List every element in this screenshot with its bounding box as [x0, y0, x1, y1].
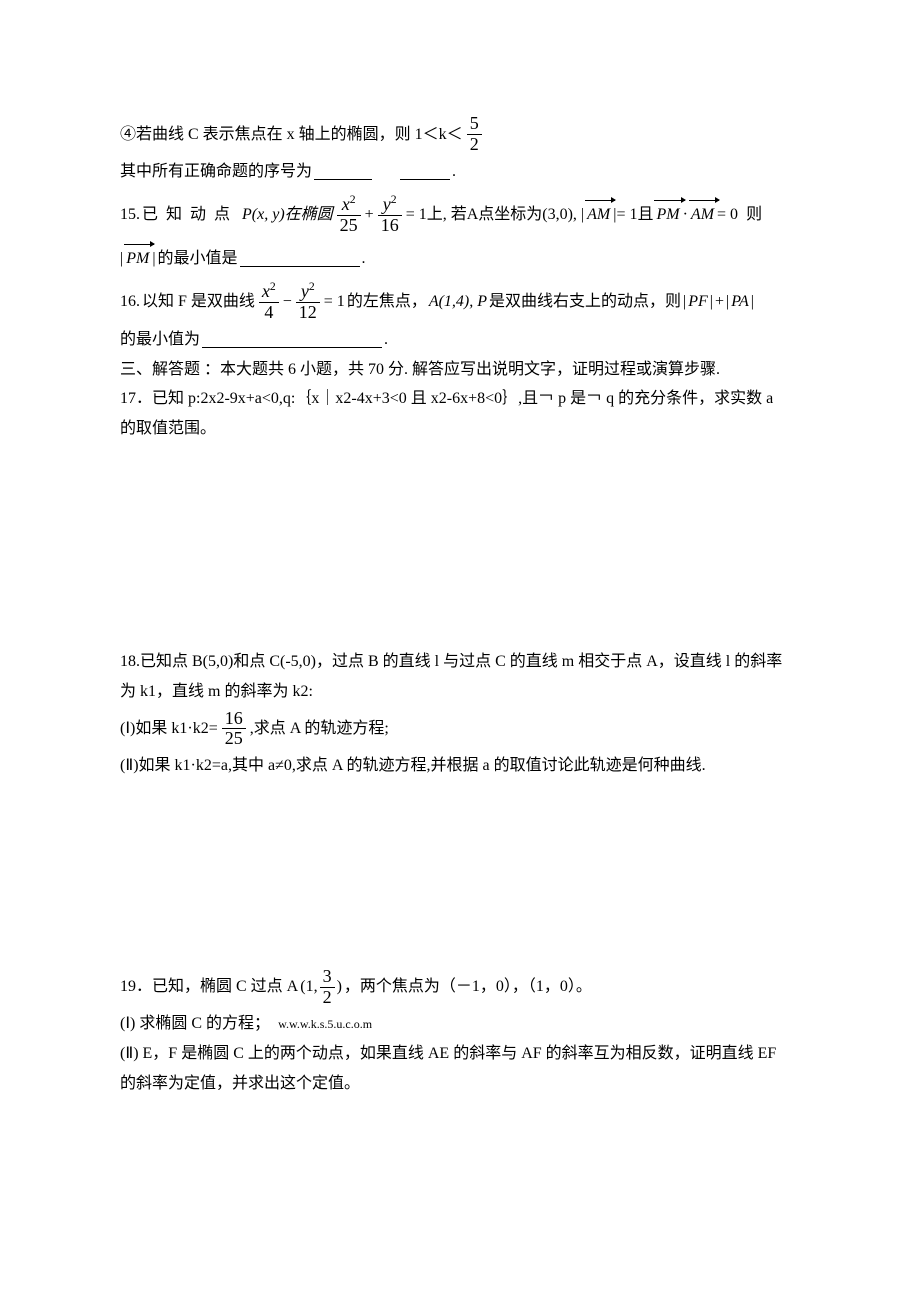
q15-frac1-den: 25: [337, 216, 361, 236]
abs-open: |: [726, 289, 729, 315]
q18-p1-fraction: 16 25: [220, 709, 248, 750]
q15-mid: = 1上, 若A点坐标为(3,0), |: [406, 202, 584, 228]
q15-frac2: y2 16: [376, 194, 404, 236]
vector-pm: PM: [655, 202, 680, 228]
abs-open: |: [120, 246, 123, 272]
q15-tail: 的最小值是: [158, 246, 238, 272]
vector-am-2: AM: [690, 202, 715, 228]
abs-close: |: [751, 289, 754, 315]
abs-open: |: [683, 289, 686, 315]
q19-p1-text: (Ⅰ) 求椭圆 C 的方程；: [120, 1011, 270, 1037]
q14d-frac-num: 5: [467, 114, 482, 135]
segment-pf: PF: [688, 289, 708, 315]
q16-tail: 的最小值为: [120, 327, 200, 353]
minus: −: [283, 289, 292, 315]
q16-line1: 16. 以知 F 是双曲线 x2 4 − y2 12 = 1 的左焦点， A(1…: [120, 281, 800, 323]
answer-space: [120, 445, 800, 645]
period: .: [384, 327, 388, 353]
answer-blank[interactable]: [400, 163, 450, 180]
q19-pt-num: 3: [320, 967, 335, 988]
q15-frac2-num: y2: [378, 194, 402, 216]
q15-prefix: 已 知 动 点: [142, 202, 232, 228]
q18-part1: (Ⅰ)如果 k1·k2= 16 25 ,求点 A 的轨迹方程;: [120, 709, 800, 750]
q16-mid2: 是双曲线右支上的动点，则: [489, 289, 681, 315]
abs-close: |: [710, 289, 713, 315]
q18-p1-suffix: ,求点 A 的轨迹方程;: [250, 716, 389, 742]
q16-mid: 的左焦点，: [347, 289, 427, 315]
vector-am: AM: [586, 202, 611, 228]
q14-answer-line: 其中所有正确命题的序号为 .: [120, 159, 800, 185]
q19-pt-den: 2: [320, 988, 335, 1008]
plus: +: [365, 202, 374, 228]
q16-frac1-num: x2: [259, 281, 279, 303]
q16-frac1: x2 4: [257, 281, 281, 323]
plus: +: [715, 289, 724, 315]
q15-frac1: x2 25: [335, 194, 363, 236]
section-3-header: 三、解答题 ：本大题共 6 小题，共 70 分. 解答应写出说明文字，证明过程或…: [120, 357, 800, 383]
q15-frac2-den: 16: [378, 216, 402, 236]
q15-number: 15.: [120, 202, 140, 228]
watermark-text: w.w.w.k.s.5.u.c.o.m: [278, 1015, 372, 1034]
paren-close: ): [337, 974, 342, 1000]
q16-point-ap: A(1,4), P: [429, 289, 487, 315]
q19-part2-l1: (Ⅱ) E，F 是椭圆 C 上的两个动点，如果直线 AE 的斜率与 AF 的斜率…: [120, 1041, 800, 1067]
dot-op: ·: [683, 202, 688, 228]
q15-line1: 15. 已 知 动 点 P(x, y)在椭圆 x2 25 + y2 16 = 1…: [120, 194, 800, 236]
q19-point-frac: 3 2: [318, 967, 337, 1008]
q15-p-xy: P(x, y)在椭圆: [242, 202, 333, 228]
vector-pm-2: PM: [125, 246, 150, 272]
q16-frac1-den: 4: [259, 303, 279, 323]
q19-point-a: (1, 3 2 ): [300, 967, 342, 1008]
q16-frac2: y2 12: [294, 281, 322, 323]
q15-frac1-num: x2: [337, 194, 361, 216]
answer-blank[interactable]: [314, 163, 372, 180]
q14d-frac-den: 2: [467, 135, 482, 155]
q18-part2: (Ⅱ)如果 k1·k2=a,其中 a≠0,求点 A 的轨迹方程,并根据 a 的取…: [120, 753, 800, 779]
q14-tail-text: 其中所有正确命题的序号为: [120, 159, 312, 185]
q15-line2: | PM | 的最小值是 .: [120, 246, 800, 272]
q18-line1: 18.已知点 B(5,0)和点 C(-5,0)，过点 B 的直线 l 与过点 C…: [120, 649, 800, 675]
q19-part1: (Ⅰ) 求椭圆 C 的方程； w.w.w.k.s.5.u.c.o.m: [120, 1011, 800, 1037]
q15-then: 则: [746, 202, 762, 228]
paren-open: (1,: [300, 974, 317, 1000]
segment-pa: PA: [731, 289, 748, 315]
q18-line2: 为 k1，直线 m 的斜率为 k2:: [120, 679, 800, 705]
page-root: ④若曲线 C 表示焦点在 x 轴上的椭圆，则 1＜k＜ 5 2 其中所有正确命题…: [0, 0, 920, 1302]
q16-frac2-den: 12: [296, 303, 320, 323]
q14d-fraction: 5 2: [465, 114, 484, 155]
period: .: [452, 159, 456, 185]
answer-blank[interactable]: [240, 250, 360, 267]
q19-line1: 19．已知，椭圆 C 过点 A (1, 3 2 ) ，两个焦点为（－1，0），（…: [120, 967, 800, 1008]
answer-space: [120, 783, 800, 963]
q18-p1-frac-num: 16: [222, 709, 246, 730]
abs-close: |: [152, 246, 155, 272]
q19-part2-l2: 的斜率为定值，并求出这个定值。: [120, 1071, 800, 1097]
q16-prefix: 以知 F 是双曲线: [142, 289, 255, 315]
q16-number: 16.: [120, 289, 140, 315]
eq-one: = 1: [324, 289, 345, 315]
answer-blank[interactable]: [202, 331, 382, 348]
q17-line2: 的取值范围。: [120, 416, 800, 442]
eq-zero: = 0: [717, 202, 738, 228]
q19-prefix: 19．已知，椭圆 C 过点 A: [120, 974, 298, 1000]
q18-p1-prefix: (Ⅰ)如果 k1·k2=: [120, 716, 218, 742]
q18-p1-frac-den: 25: [222, 729, 246, 749]
q17-line1: 17．已知 p:2x2-9x+a<0,q:｛x｜x2-4x+3<0 且 x2-6…: [120, 386, 800, 412]
q16-frac2-num: y2: [296, 281, 320, 303]
period: .: [362, 246, 366, 272]
q19-suffix: ，两个焦点为（－1，0），（1，0）。: [344, 974, 592, 1000]
q15-mid2: |= 1且: [613, 202, 653, 228]
q16-line2: 的最小值为 .: [120, 327, 800, 353]
q14-option-4: ④若曲线 C 表示焦点在 x 轴上的椭圆，则 1＜k＜ 5 2: [120, 114, 800, 155]
q14d-prefix: ④若曲线 C 表示焦点在 x 轴上的椭圆，则 1＜k＜: [120, 122, 463, 148]
